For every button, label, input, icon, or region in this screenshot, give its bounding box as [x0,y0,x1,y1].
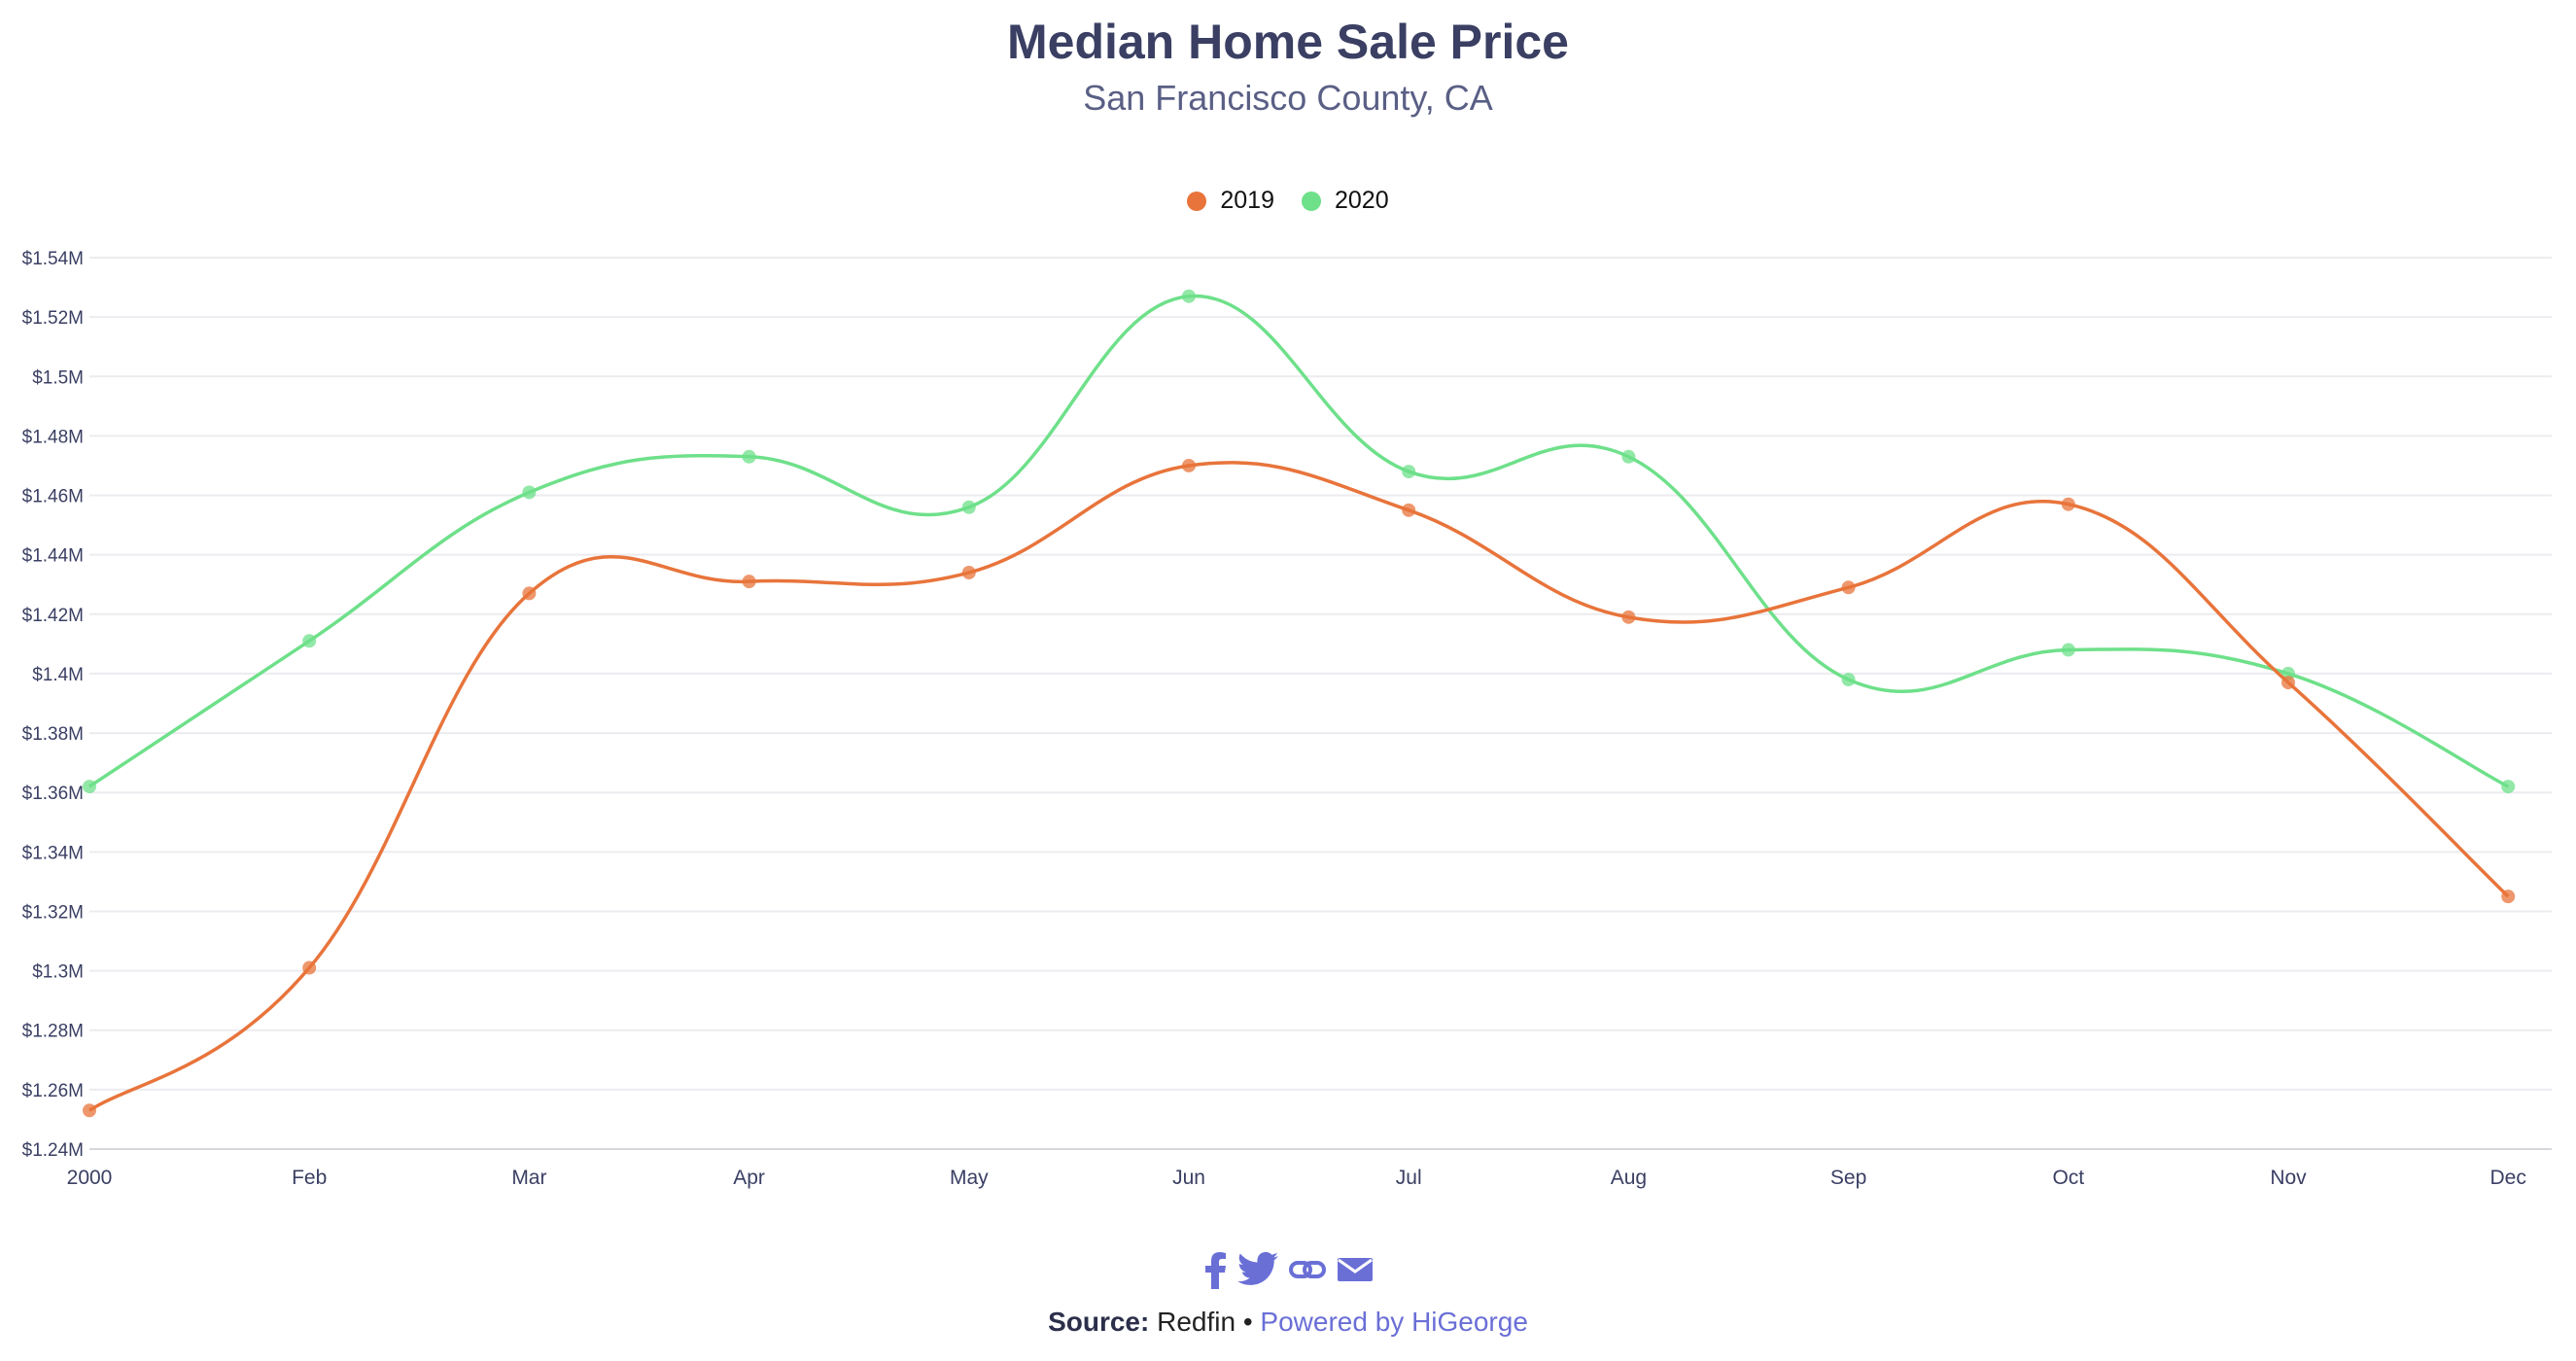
data-point-2020[interactable] [302,634,317,648]
y-tick-label: $1.34M [22,843,84,863]
legend-item-2019[interactable]: 2019 [1187,187,1274,215]
y-tick-label: $1.5M [32,367,84,388]
footer: Source: Redfin • Powered by HiGeorge [0,1307,2576,1338]
legend-label-2019: 2019 [1220,187,1274,214]
data-point-2019[interactable] [961,566,976,580]
data-point-2019[interactable] [2501,890,2516,904]
data-point-2020[interactable] [2061,643,2075,657]
data-point-2019[interactable] [1841,580,1856,595]
data-point-2019[interactable] [83,1103,96,1118]
x-tick-label: Apr [733,1167,765,1189]
data-point-2020[interactable] [2501,780,2516,794]
x-tick-label: Mar [511,1167,546,1189]
x-tick-label: Feb [292,1167,327,1189]
link-icon[interactable] [1288,1252,1327,1294]
x-tick-label: Jul [1396,1167,1422,1189]
data-point-2020[interactable] [1621,449,1636,464]
chart-title: Median Home Sale Price [1006,15,1569,69]
source-value: Redfin [1157,1307,1236,1337]
y-tick-label: $1.46M [22,487,84,507]
x-tick-label: Oct [2052,1167,2084,1189]
data-point-2020[interactable] [1841,673,1856,687]
data-point-2019[interactable] [522,586,537,601]
data-point-2020[interactable] [961,500,976,514]
x-tick-label: 2000 [67,1167,113,1189]
y-tick-label: $1.3M [32,962,84,983]
legend-label-2020: 2020 [1335,187,1389,214]
data-point-2019[interactable] [1621,610,1636,624]
facebook-icon[interactable] [1202,1252,1228,1294]
data-point-2019[interactable] [2061,497,2075,511]
y-tick-label: $1.42M [22,606,84,626]
data-point-2020[interactable] [1402,465,1416,479]
data-point-2019[interactable] [742,575,756,589]
x-tick-label: May [950,1167,989,1189]
powered-by-link[interactable]: Powered by HiGeorge [1260,1307,1528,1337]
y-tick-label: $1.52M [22,308,84,329]
data-point-2020[interactable] [1182,289,1196,303]
x-tick-label: Aug [1611,1167,1647,1189]
legend-swatch-2020 [1302,191,1321,211]
y-tick-label: $1.36M [22,784,84,804]
data-point-2019[interactable] [1402,503,1416,517]
email-icon[interactable] [1337,1252,1374,1294]
y-tick-label: $1.4M [32,665,84,685]
x-tick-label: Dec [2490,1167,2526,1189]
footer-separator: • [1242,1307,1253,1337]
legend-item-2020[interactable]: 2020 [1302,187,1389,215]
x-tick-label: Jun [1172,1167,1205,1189]
series-line-2019 [88,461,2510,1112]
y-tick-label: $1.24M [22,1140,84,1161]
legend: 2019 2020 [0,187,2576,215]
data-point-2020[interactable] [742,449,756,464]
y-tick-label: $1.38M [22,724,84,745]
twitter-icon[interactable] [1237,1251,1278,1294]
data-point-2020[interactable] [522,485,537,500]
y-tick-label: $1.26M [22,1081,84,1101]
y-tick-label: $1.44M [22,546,84,567]
x-tick-label: Nov [2270,1167,2307,1189]
y-tick-label: $1.32M [22,902,84,923]
data-point-2019[interactable] [2281,676,2295,690]
y-tick-label: $1.48M [22,427,84,447]
data-point-2020[interactable] [83,780,96,794]
data-point-2019[interactable] [1182,458,1196,472]
source-label: Source: [1048,1307,1150,1337]
legend-swatch-2019 [1187,191,1207,211]
x-tick-label: Sep [1830,1167,1866,1189]
chart-subtitle: San Francisco County, CA [1083,78,1493,118]
data-point-2019[interactable] [302,960,317,975]
share-icons [0,1251,2576,1294]
y-tick-label: $1.28M [22,1022,84,1042]
y-tick-label: $1.54M [22,249,84,269]
